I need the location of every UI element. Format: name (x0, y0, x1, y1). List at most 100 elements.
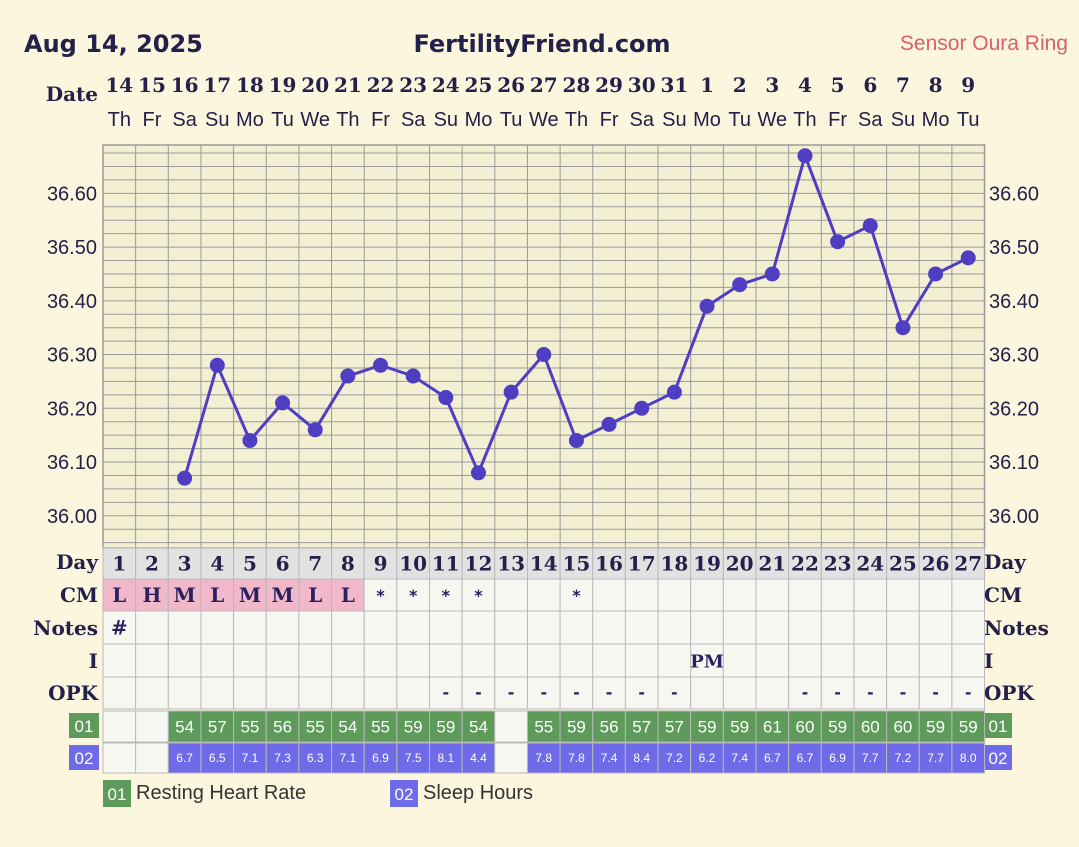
opk-cell-bg (918, 676, 953, 710)
cycle-day: 21 (758, 552, 786, 576)
intercourse-cell-bg (755, 643, 790, 678)
cycle-day-bg (298, 547, 333, 580)
weekday-label: Th (336, 109, 359, 131)
opk-cell: - (834, 683, 841, 702)
intercourse-cell: PM (690, 652, 724, 673)
ytick-label-left: 36.50 (47, 237, 97, 259)
cm-cell-bg (233, 578, 267, 612)
sleep-row-badge-left-bg (69, 745, 99, 770)
cm-cell-bg (690, 578, 724, 612)
cycle-day-bg (200, 547, 235, 580)
weekday-label: Su (205, 109, 229, 131)
date-label: 28 (563, 73, 591, 97)
hr-cell-bg (886, 710, 920, 743)
temperature-point (177, 470, 193, 486)
sleep-cell-bg (853, 742, 888, 774)
cycle-day-bg (102, 547, 137, 580)
sleep-cell-bg (102, 742, 137, 774)
ytick-label-right: 36.50 (989, 237, 1039, 259)
sleep-cell-bg (755, 742, 790, 774)
cycle-day: 9 (374, 552, 388, 576)
sleep-cell-bg (526, 742, 561, 774)
hr-cell-bg (918, 710, 953, 743)
cm-cell: * (442, 586, 451, 605)
notes-cell-bg (853, 610, 888, 645)
hr-cell-bg (755, 710, 790, 743)
hr-cell: 57 (632, 718, 651, 737)
notes-cell-bg (559, 610, 594, 645)
ytick-label-left: 36.10 (47, 452, 97, 474)
notes-cell-bg (298, 610, 333, 645)
temperature-point (666, 384, 682, 400)
hr-cell-bg (657, 710, 692, 743)
notes-cell-bg (788, 610, 822, 645)
sleep-cell: 8.1 (437, 751, 454, 765)
weekday-label: Sa (401, 109, 426, 131)
date-label: 8 (929, 73, 943, 97)
temperature-point (340, 368, 356, 384)
hr-cell: 55 (371, 718, 390, 737)
temperature-point (242, 433, 258, 449)
legend-sleep-badge: 02 (395, 785, 414, 804)
opk-cell: - (508, 683, 515, 702)
hr-row-badge-left: 01 (75, 717, 94, 736)
date-label: 2 (733, 73, 747, 97)
temperature-point (601, 416, 617, 432)
opk-cell: - (671, 683, 678, 702)
temperature-point (862, 218, 878, 234)
temperature-point (503, 384, 519, 400)
date-label: 24 (432, 73, 460, 97)
sleep-cell: 8.0 (960, 751, 977, 765)
day-row-label-right: Day (984, 550, 1027, 574)
intercourse-cell-bg (494, 643, 528, 678)
weekday-label: Th (793, 109, 816, 131)
opk-cell-bg (396, 676, 431, 710)
opk-cell: - (540, 683, 547, 702)
cm-cell-bg (592, 578, 626, 612)
date-label: 30 (628, 73, 656, 97)
hr-cell: 59 (828, 718, 847, 737)
temperature-point (928, 266, 944, 282)
cm-cell-bg (135, 578, 169, 612)
intercourse-cell-bg (265, 643, 300, 678)
cm-cell: * (474, 586, 483, 605)
intercourse-cell-bg (135, 643, 169, 678)
cm-cell-bg (102, 578, 137, 612)
weekday-label: Fr (371, 109, 390, 131)
hr-cell: 59 (567, 718, 586, 737)
temperature-point (699, 298, 715, 314)
site-title[interactable]: FertilityFriend.com (413, 30, 670, 58)
legend-hr-badge: 01 (108, 785, 127, 804)
date-label: 25 (465, 73, 493, 97)
sleep-cell-bg (200, 742, 235, 774)
opk-cell-bg (951, 676, 986, 710)
opk-cell-bg (200, 676, 235, 710)
hr-cell: 60 (893, 718, 912, 737)
date-label: 27 (530, 73, 558, 97)
weekday-label: Su (662, 109, 686, 131)
cm-cell: L (210, 583, 224, 607)
notes-cell-bg (657, 610, 692, 645)
cycle-day-bg (396, 547, 431, 580)
cm-cell: * (409, 586, 418, 605)
hr-cell-bg (331, 710, 365, 743)
sleep-cell: 8.4 (633, 751, 650, 765)
opk-cell: - (638, 683, 645, 702)
cm-cell-bg (951, 578, 986, 612)
date-label: 21 (334, 73, 362, 97)
opk-cell-bg (102, 676, 137, 710)
sleep-cell: 7.4 (601, 751, 618, 765)
cycle-day: 5 (243, 552, 257, 576)
cm-cell-bg (526, 578, 561, 612)
hr-cell: 56 (600, 718, 619, 737)
notes-cell-bg (592, 610, 626, 645)
hr-cell-bg (494, 710, 528, 743)
notes-cell-bg (135, 610, 169, 645)
weekday-label: Tu (271, 109, 294, 131)
temperature-point (307, 422, 323, 438)
hr-cell-bg (624, 710, 659, 743)
cycle-day: 18 (660, 552, 688, 576)
cycle-day-bg (363, 547, 398, 580)
opk-cell-bg (853, 676, 888, 710)
